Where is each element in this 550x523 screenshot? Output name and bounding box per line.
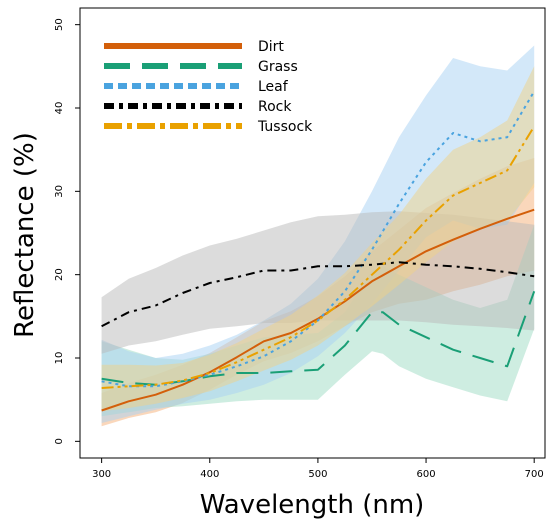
y-axis-title: Reflectance (%) <box>10 132 40 338</box>
legend-label-leaf: Leaf <box>258 79 289 95</box>
x-tick-label: 300 <box>92 469 111 480</box>
legend-label-rock: Rock <box>258 99 292 115</box>
line-rock <box>101 261 535 328</box>
x-tick-label: 600 <box>416 469 435 480</box>
line-leaf <box>101 90 536 388</box>
x-axis-title: Wavelength (nm) <box>200 490 425 520</box>
line-tussock <box>101 125 536 389</box>
line-dirt <box>101 208 535 412</box>
x-tick-label: 700 <box>525 469 544 480</box>
legend-label-tussock: Tussock <box>257 119 313 135</box>
series-lines <box>101 90 536 412</box>
band-leaf <box>101 45 535 423</box>
y-tick-label: 30 <box>54 185 65 198</box>
band-tussock <box>101 66 535 412</box>
y-tick-label: 10 <box>54 352 65 365</box>
x-tick-label: 400 <box>200 469 219 480</box>
y-tick-label: 50 <box>54 18 65 31</box>
y-tick-label: 0 <box>54 438 65 444</box>
y-tick-label: 20 <box>54 268 65 281</box>
legend: Dirt Grass Leaf Rock Tussock <box>104 39 313 135</box>
x-axis: 300 400 500 600 700 <box>92 458 544 480</box>
plot-frame <box>79 7 546 459</box>
x-tick-label: 500 <box>308 469 327 480</box>
confidence-bands <box>101 45 535 427</box>
y-tick-label: 40 <box>54 102 65 115</box>
legend-label-grass: Grass <box>258 59 298 75</box>
legend-label-dirt: Dirt <box>258 39 284 55</box>
y-axis: 0 10 20 30 40 50 <box>54 18 80 445</box>
